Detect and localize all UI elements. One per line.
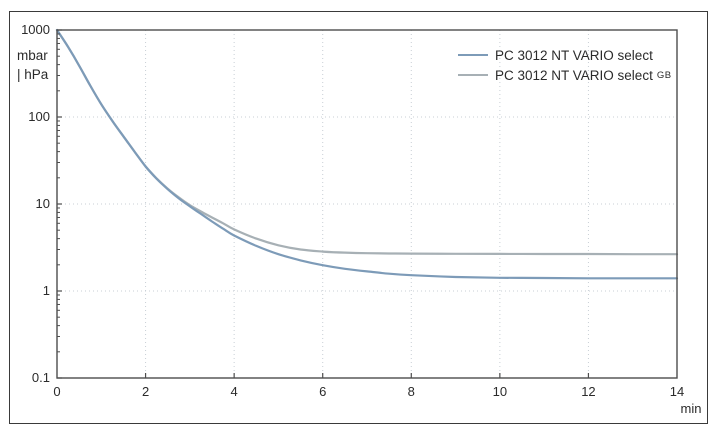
x-tick-label: 2 — [141, 384, 150, 399]
y-tick-label: 0.1 — [31, 370, 50, 385]
x-tick-label: 6 — [319, 384, 327, 399]
legend-line-swatch — [458, 73, 488, 77]
x-tick-label: 8 — [407, 384, 415, 399]
x-tick-label: 14 — [669, 384, 685, 399]
y-tick-label: 10 — [35, 196, 50, 211]
x-tick-label: 12 — [581, 384, 596, 399]
gridlines — [57, 30, 677, 378]
legend: PC 3012 NT VARIO select PC 3012 NT VARIO … — [458, 45, 672, 85]
curves — [55, 28, 679, 280]
y-tick-label: 100 — [28, 109, 50, 124]
y-tick-label: 1 — [42, 283, 50, 298]
y-axis-unit-line2: | hPa — [17, 67, 49, 82]
figure-frame — [9, 11, 708, 424]
x-tick-label: 10 — [492, 384, 508, 399]
x-tick-label: 4 — [230, 384, 238, 399]
legend-label: PC 3012 NT VARIO select — [495, 67, 653, 83]
y-axis-unit-line1: mbar — [17, 48, 48, 63]
legend-line-swatch — [458, 53, 488, 57]
legend-item: PC 3012 NT VARIO select GB — [458, 65, 672, 85]
x-axis-unit: min — [680, 401, 702, 416]
legend-item: PC 3012 NT VARIO select — [458, 45, 672, 65]
axes — [56, 29, 678, 379]
x-tick-label: 0 — [53, 384, 61, 399]
legend-label: PC 3012 NT VARIO select — [495, 47, 653, 63]
legend-label-suffix: GB — [656, 69, 672, 81]
curve-1 — [55, 28, 679, 280]
y-tick-label: 1000 — [21, 22, 50, 37]
